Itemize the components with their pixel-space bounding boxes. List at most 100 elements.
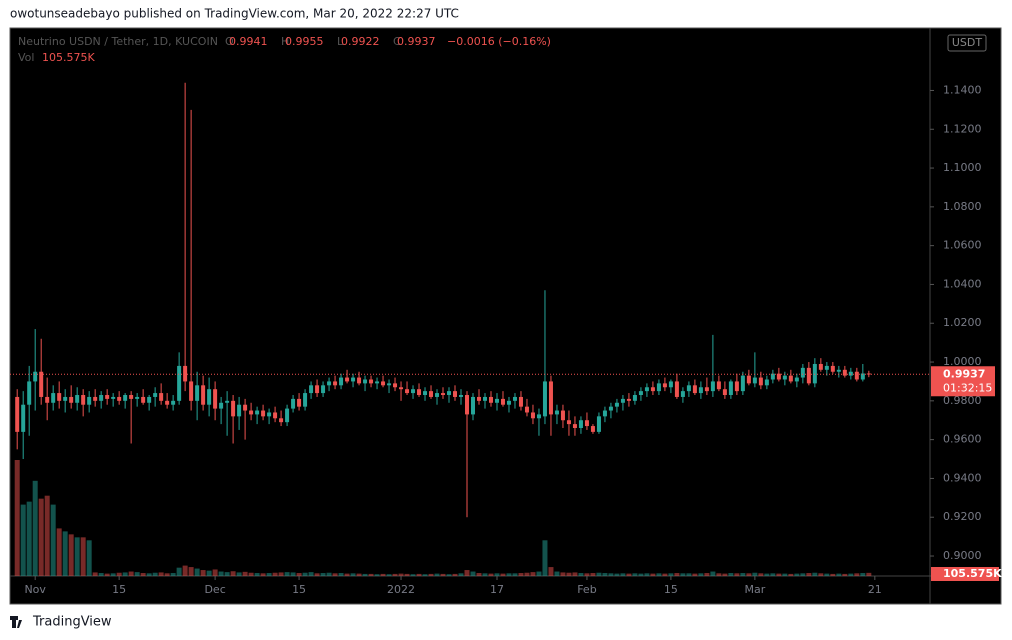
candle-body — [602, 410, 607, 417]
y-tick-label: 1.1400 — [943, 83, 982, 96]
volume-bar — [326, 572, 332, 576]
volume-bar — [800, 573, 806, 576]
candle-body — [165, 400, 170, 405]
volume-bar — [314, 573, 320, 576]
volume-bar — [866, 572, 872, 576]
candle-body — [195, 385, 200, 401]
volume-bar — [740, 573, 746, 576]
volume-bar — [794, 573, 800, 576]
footer-logo: TradingView — [10, 615, 112, 630]
volume-bar — [752, 572, 758, 576]
volume-bar — [608, 573, 614, 576]
candle-body — [147, 396, 152, 403]
candle-body — [782, 375, 787, 380]
volume-bar — [782, 573, 788, 576]
candle-body — [728, 381, 733, 396]
candle-body — [692, 385, 697, 394]
volume-bar — [548, 567, 554, 576]
candle-body — [375, 381, 380, 384]
volume-bar — [758, 573, 764, 576]
candle-body — [45, 396, 50, 403]
volume-badge — [931, 567, 999, 581]
candle-body — [111, 396, 116, 399]
volume-bar — [470, 571, 476, 576]
x-tick-label: Feb — [577, 583, 596, 596]
candle-body — [213, 389, 218, 409]
volume-bar — [518, 573, 524, 576]
y-tick-label: 0.9400 — [943, 471, 982, 484]
candle-body — [429, 391, 434, 397]
volume-bar — [98, 573, 104, 576]
candle-body — [488, 396, 493, 403]
volume-bar — [584, 573, 590, 576]
legend-key: O — [225, 35, 234, 48]
logo-icon — [10, 616, 22, 628]
x-tick-label: Nov — [24, 583, 46, 596]
volume-bar — [476, 573, 482, 576]
volume-bar — [590, 573, 596, 576]
volume-bar — [380, 573, 386, 576]
volume-bar — [188, 567, 194, 576]
candle-body — [824, 365, 829, 370]
y-tick-label: 1.0800 — [943, 200, 982, 213]
candle-body — [776, 373, 781, 380]
candle-body — [81, 395, 86, 405]
volume-bar — [404, 573, 410, 576]
symbol: Neutrino USDN / Tether, 1D, KUCOIN — [18, 35, 218, 48]
candle-body — [87, 396, 92, 405]
candle-body — [854, 371, 859, 380]
volume-bar — [764, 573, 770, 576]
volume-bar — [524, 572, 530, 576]
volume-bar — [92, 572, 98, 576]
volume-bar — [38, 498, 44, 576]
volume-bar — [398, 573, 404, 576]
candle-body — [554, 410, 559, 415]
volume-bar — [722, 573, 728, 576]
volume-bar — [458, 573, 464, 576]
candle-body — [674, 381, 679, 397]
candle-body — [243, 404, 248, 411]
volume-bar — [56, 528, 62, 576]
volume-bar — [848, 573, 854, 576]
volume-bar — [506, 573, 512, 576]
candle-body — [698, 387, 703, 394]
volume-bar — [248, 572, 254, 576]
candle-body — [530, 412, 535, 419]
volume-bar — [236, 572, 242, 576]
candle-body — [99, 395, 104, 401]
volume-bar — [578, 573, 584, 576]
candle-body — [770, 373, 775, 380]
legend-value: 0.9922 — [341, 35, 380, 48]
candle-body — [267, 412, 272, 417]
candle-body — [465, 395, 470, 415]
volume-bar — [44, 495, 50, 576]
candle-body — [441, 393, 446, 396]
candle-body — [650, 387, 655, 392]
candle-body — [21, 404, 26, 432]
candle-body — [399, 387, 404, 390]
volume-bar — [854, 573, 860, 576]
volume-bar — [428, 573, 434, 576]
footer-brand: TradingView — [32, 615, 112, 630]
volume-bar — [680, 573, 686, 576]
legend-key: L — [337, 35, 344, 48]
volume-bar — [842, 573, 848, 576]
volume-bar — [440, 573, 446, 576]
volume-bar — [50, 504, 56, 576]
candle-body — [69, 396, 74, 403]
candle-body — [75, 395, 80, 403]
volume-bar — [62, 531, 68, 576]
volume-bar — [674, 573, 680, 576]
candle-body — [794, 377, 799, 382]
volume-bar — [560, 572, 566, 576]
volume-bar — [392, 573, 398, 576]
candle-body — [764, 379, 769, 386]
volume-bar — [356, 573, 362, 576]
x-tick-label: 15 — [664, 583, 678, 596]
volume-bar — [806, 573, 812, 576]
candle-body — [806, 367, 811, 384]
candle-body — [381, 381, 386, 386]
candle-body — [423, 391, 428, 396]
volume-bar — [122, 572, 128, 576]
candle-body — [710, 381, 715, 392]
